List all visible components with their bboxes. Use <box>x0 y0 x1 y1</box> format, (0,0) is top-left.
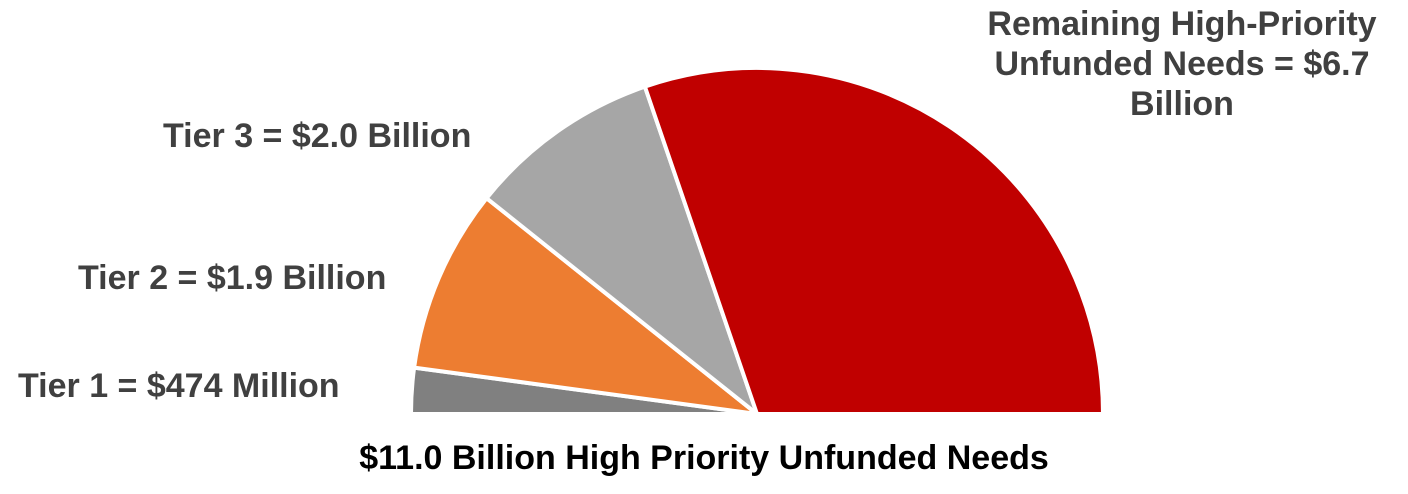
slice-label-tier-2: Tier 2 = $1.9 Billion <box>78 259 387 297</box>
pie-slice-tier-3 <box>484 84 759 416</box>
slice-label-tier-1: Tier 1 = $474 Million <box>18 367 340 405</box>
slice-label-remaining: Remaining High-Priority Unfunded Needs =… <box>987 5 1377 123</box>
pie-slice-tier-2 <box>412 196 759 416</box>
pie-slice-remaining-high-priority-unfunded-needs <box>642 66 1105 416</box>
chart-title: $11.0 Billion High Priority Unfunded Nee… <box>359 439 1049 477</box>
slice-label-tier-3: Tier 3 = $2.0 Billion <box>163 117 472 155</box>
